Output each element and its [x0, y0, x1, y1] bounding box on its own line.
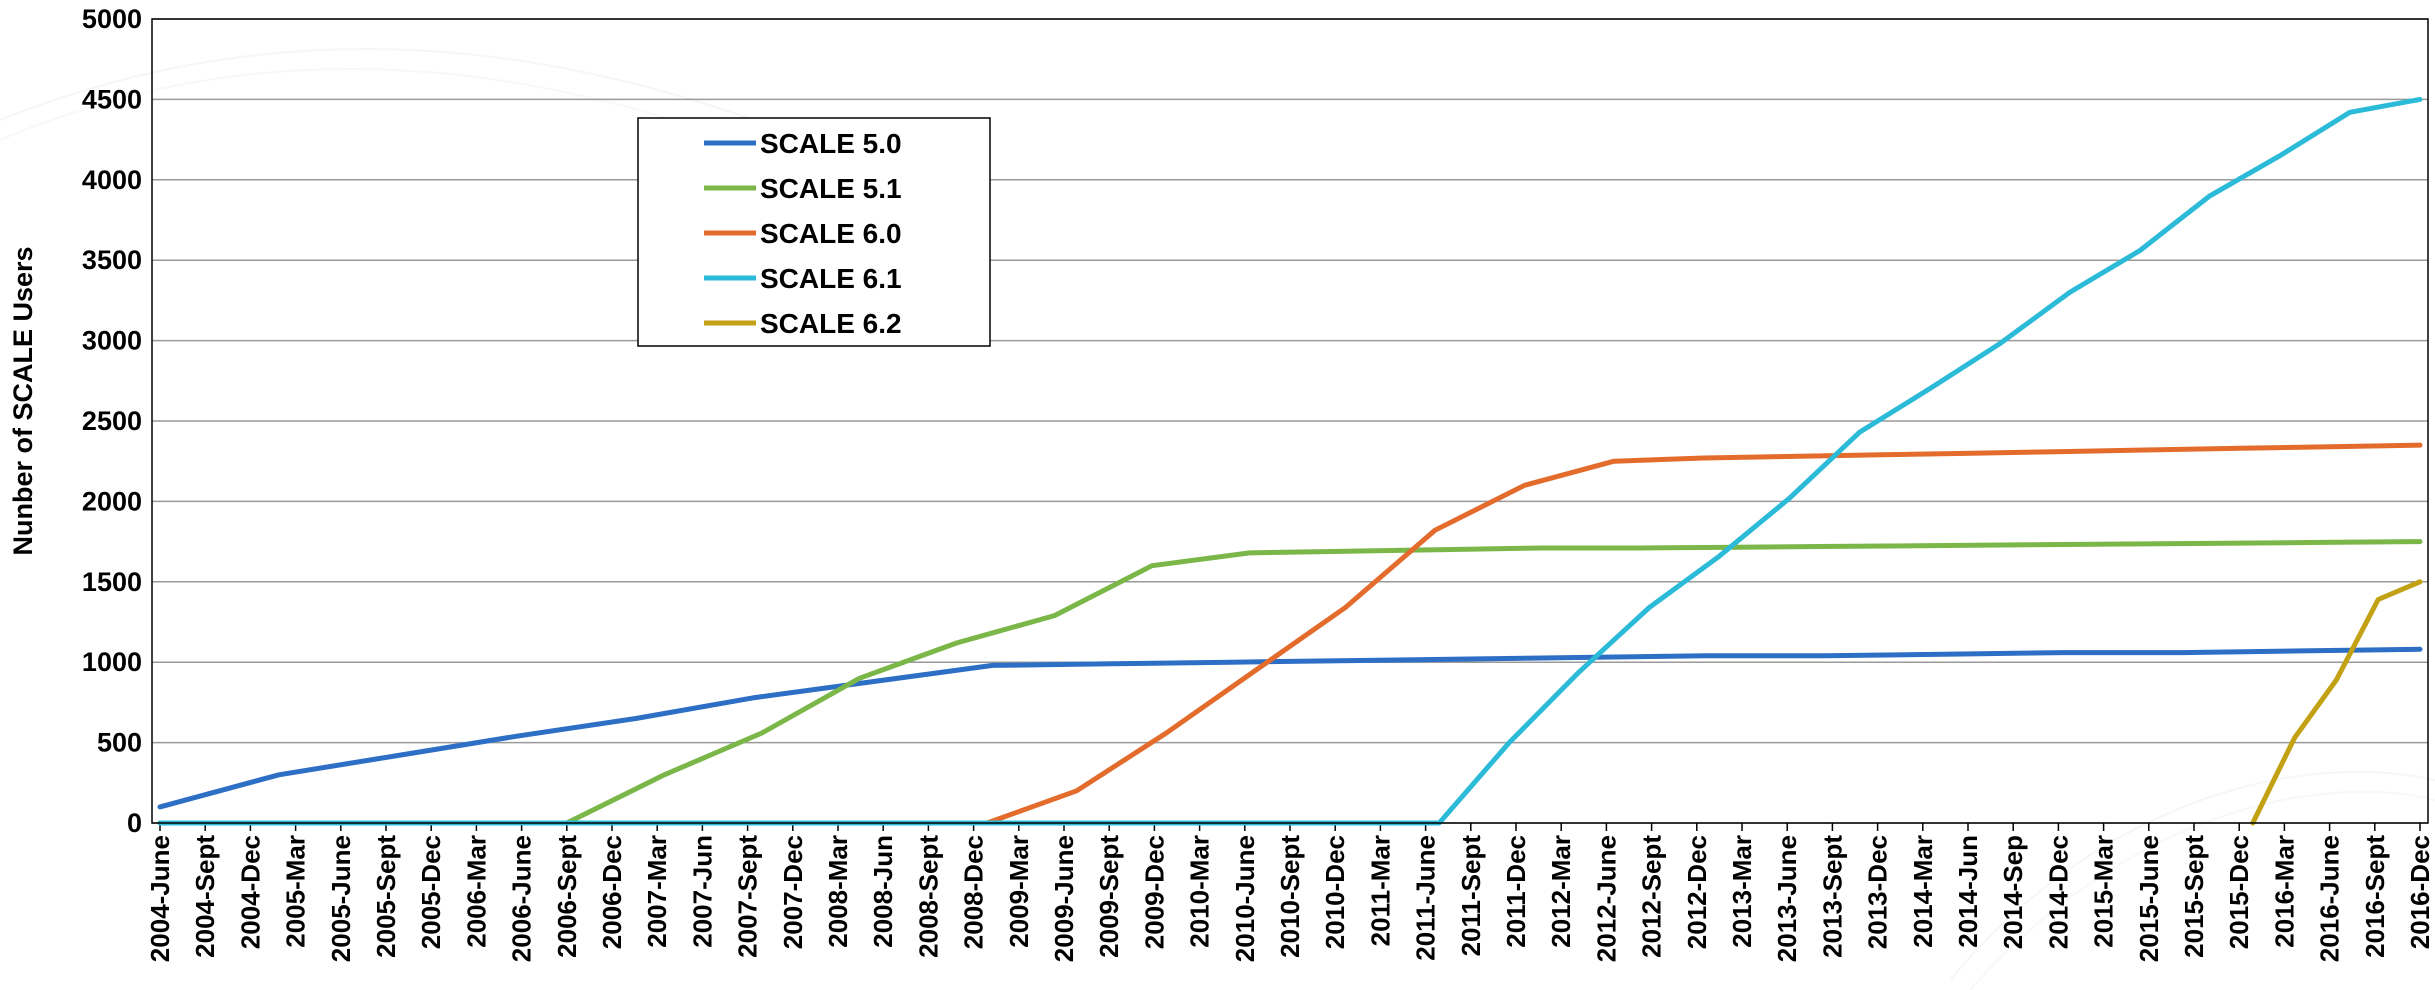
x-tick-label: 2006-Dec: [597, 835, 627, 949]
x-tick-label: 2009-June: [1049, 835, 1079, 962]
x-tick-label: 2008-Dec: [959, 835, 989, 949]
series-line-scale-6-0: [157, 442, 2423, 826]
x-tick-label: 2014-Mar: [1908, 835, 1938, 948]
x-tick-label: 2010-Sept: [1275, 835, 1305, 958]
x-tick-label: 2013-June: [1772, 835, 1802, 962]
x-tick-label: 2007-Dec: [778, 835, 808, 949]
x-tick-label: 2010-Dec: [1320, 835, 1350, 949]
x-tick-label: 2008-Jun: [868, 835, 898, 948]
x-tick-label: 2008-Mar: [823, 835, 853, 948]
x-tick-label: 2004-Dec: [235, 835, 265, 949]
x-tick-label: 2015-Mar: [2089, 835, 2119, 948]
y-tick-label: 1000: [82, 647, 142, 677]
legend-entry-label: SCALE 6.1: [760, 263, 902, 294]
x-tick-label: 2005-Mar: [281, 835, 311, 948]
x-tick-label: 2009-Mar: [1004, 835, 1034, 948]
x-tick-label: 2012-Mar: [1546, 835, 1576, 948]
x-tick-label: 2016-Sept: [2360, 835, 2390, 958]
x-tick-label: 2004-Sept: [190, 835, 220, 958]
x-tick-label: 2005-June: [326, 835, 356, 962]
legend-entry-label: SCALE 5.1: [760, 173, 902, 204]
x-tick-label: 2007-Mar: [642, 835, 672, 948]
series-line-scale-5-0: [157, 646, 2423, 810]
series-line-scale-6-1: [157, 96, 2423, 826]
y-tick-label: 3000: [82, 326, 142, 356]
x-tick-label: 2015-Dec: [2224, 835, 2254, 949]
x-tick-label: 2016-June: [2315, 835, 2345, 962]
legend-entry-label: SCALE 6.2: [760, 308, 902, 339]
x-tick-label: 2015-Sept: [2179, 835, 2209, 958]
x-tick-label: 2004-June: [145, 835, 175, 962]
y-tick-label: 3500: [82, 245, 142, 275]
series-lines: [157, 96, 2423, 826]
y-tick-label: 0: [127, 808, 142, 838]
x-tick-label: 2009-Sept: [1094, 835, 1124, 958]
x-tick-label: 2014-Sep: [1998, 835, 2028, 949]
x-tick-label: 2011-June: [1411, 835, 1441, 961]
x-tick-label: 2006-Sept: [552, 835, 582, 958]
x-tick-label: 2011-Sept: [1456, 835, 1486, 957]
legend-entry-label: SCALE 5.0: [760, 128, 902, 159]
x-tick-label: 2012-Sept: [1637, 835, 1667, 958]
x-tick-label: 2005-Sept: [371, 835, 401, 958]
legend-entry-label: SCALE 6.0: [760, 218, 902, 249]
x-axis-ticks: 2004-June 2004-Sept 2004-Dec 2005-Mar 2005-J…: [145, 823, 2435, 962]
x-tick-label: 2012-Dec: [1682, 835, 1712, 949]
x-tick-label: 2013-Dec: [1863, 835, 1893, 949]
x-tick-label: 2010-June: [1230, 835, 1260, 962]
x-tick-label: 2015-June: [2134, 835, 2164, 962]
x-tick-label: 2013-Sept: [1817, 835, 1847, 958]
x-tick-label: 2006-June: [507, 835, 537, 962]
y-tick-label: 4000: [82, 165, 142, 195]
y-tick-label: 4500: [82, 84, 142, 114]
x-tick-label: 2016-Mar: [2269, 835, 2299, 948]
y-tick-label: 5000: [82, 4, 142, 34]
series-line-scale-5-1: [157, 539, 2423, 826]
x-tick-label: 2006-Mar: [461, 835, 491, 948]
x-tick-label: 2007-Jun: [687, 835, 717, 948]
series-line-scale-6-2: [2250, 579, 2423, 826]
x-tick-label: 2009-Dec: [1139, 835, 1169, 949]
y-tick-label: 1500: [82, 567, 142, 597]
x-tick-label: 2007-Sept: [733, 835, 763, 958]
x-tick-label: 2008-Sept: [913, 835, 943, 958]
x-tick-label: 2013-Mar: [1727, 835, 1757, 948]
y-tick-label: 500: [97, 728, 142, 758]
x-tick-label: 2014-Jun: [1953, 835, 1983, 948]
x-tick-label: 2011-Dec: [1501, 835, 1531, 948]
x-tick-label: 2010-Mar: [1185, 835, 1215, 948]
x-tick-label: 2012-June: [1591, 835, 1621, 962]
grid-lines: [152, 18, 2428, 824]
x-tick-label: 2016-Dec: [2405, 835, 2435, 949]
x-tick-label: 2014-Dec: [2043, 835, 2073, 949]
y-tick-label: 2000: [82, 486, 142, 516]
plot-area-frame: [151, 18, 2429, 824]
x-tick-label: 2011-Mar: [1365, 835, 1395, 946]
legend: SCALE 5.0 SCALE 5.1 SCALE 6.0 SCALE 6.1 SCAL…: [637, 117, 991, 347]
y-axis-label: Nunber of SCALE Users: [8, 246, 38, 555]
x-tick-label: 2005-Dec: [416, 835, 446, 949]
y-axis-ticks: 0 500 1000 1500 2000 2500 3000 3500 4000 4500 5000: [82, 4, 142, 838]
y-tick-label: 2500: [82, 406, 142, 436]
legend-box: [637, 117, 991, 347]
